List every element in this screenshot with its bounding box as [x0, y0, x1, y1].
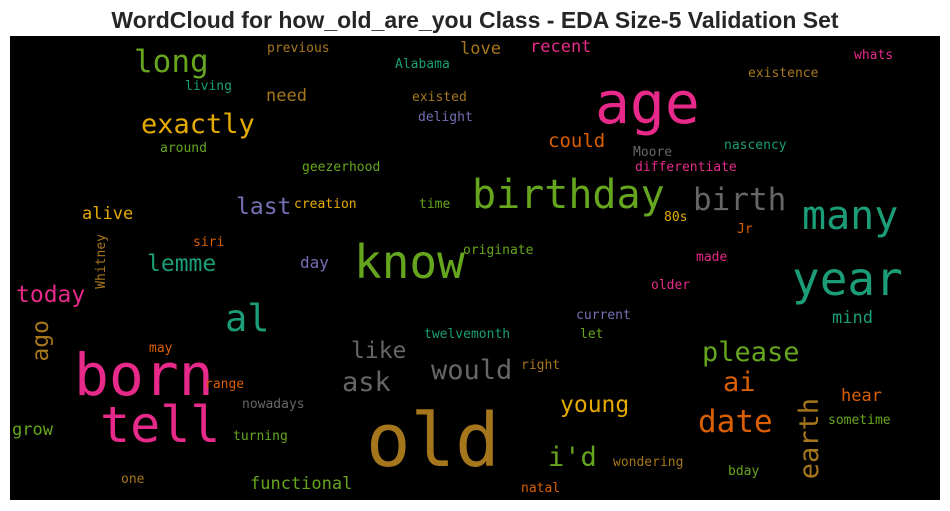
word-existed: existed [412, 90, 467, 105]
word-many: many [802, 193, 899, 239]
word-around: around [160, 141, 207, 156]
word-love: love [460, 39, 501, 59]
word-made: made [696, 250, 728, 265]
word-lemme: lemme [147, 251, 217, 277]
word-would: would [431, 355, 513, 386]
word-may: may [149, 341, 173, 356]
word-know: know [354, 235, 465, 289]
word-nascency: nascency [724, 138, 787, 153]
word-current: current [576, 308, 631, 323]
word-functional: functional [250, 474, 353, 494]
word-date: date [698, 404, 773, 440]
word-time: time [419, 197, 451, 212]
word-ago: ago [28, 320, 54, 362]
word-young: young [560, 392, 630, 418]
word-alabama: Alabama [395, 57, 450, 72]
word-originate: originate [463, 243, 534, 258]
word-moore: Moore [633, 145, 673, 160]
word-could: could [548, 130, 606, 152]
word-al: al [225, 297, 270, 340]
word-cloud: age old born know year birthday tell man… [10, 36, 940, 500]
word-alive: alive [82, 204, 134, 224]
word-range: range [205, 377, 245, 392]
word-earth: earth [794, 398, 825, 480]
word-creation: creation [294, 197, 357, 212]
word-one: one [121, 472, 145, 487]
word-need: need [266, 86, 307, 106]
word-today: today [16, 282, 86, 308]
word-born: born [74, 341, 214, 409]
word-jr: Jr [737, 222, 753, 237]
word-delight: delight [418, 110, 473, 125]
word-living: living [185, 79, 232, 94]
word-ask: ask [342, 367, 391, 398]
word-nowadays: nowadays [242, 397, 305, 412]
word-mind: mind [832, 308, 873, 328]
word-existence: existence [748, 66, 819, 81]
word-long: long [134, 44, 209, 80]
word-whats: whats [854, 48, 894, 63]
word-previous: previous [267, 41, 330, 56]
word-whitney: Whitney [94, 234, 109, 289]
word-natal: natal [521, 481, 561, 496]
word-hear: hear [841, 386, 882, 406]
word-siri: siri [193, 235, 225, 250]
word-old: old [366, 398, 500, 484]
word-sometime: sometime [828, 413, 891, 428]
word-geezerhood: geezerhood [302, 160, 381, 175]
word-please: please [702, 337, 800, 368]
word-differentiate: differentiate [635, 160, 737, 175]
word-exactly: exactly [141, 109, 255, 140]
word-let: let [580, 327, 604, 342]
word-tell: tell [100, 396, 221, 454]
word-bday: bday [728, 464, 760, 479]
word-year: year [792, 252, 903, 306]
word-id: i'd [548, 442, 597, 473]
word-day: day [300, 253, 329, 272]
word-birthday: birthday [472, 172, 665, 218]
word-age: age [595, 69, 700, 137]
word-right: right [521, 358, 561, 373]
word-birth: birth [693, 182, 787, 218]
word-wondering: wondering [613, 455, 684, 470]
word-like: like [351, 338, 407, 364]
word-last: last [236, 194, 292, 220]
word-older: older [651, 278, 691, 293]
word-turning: turning [233, 429, 288, 444]
word-80s: 80s [664, 210, 688, 225]
word-recent: recent [530, 37, 592, 57]
chart-title: WordCloud for how_old_are_you Class - ED… [111, 7, 839, 33]
word-twelvemonth: twelvemonth [424, 327, 511, 342]
word-ai: ai [723, 367, 756, 398]
word-grow: grow [12, 420, 53, 440]
